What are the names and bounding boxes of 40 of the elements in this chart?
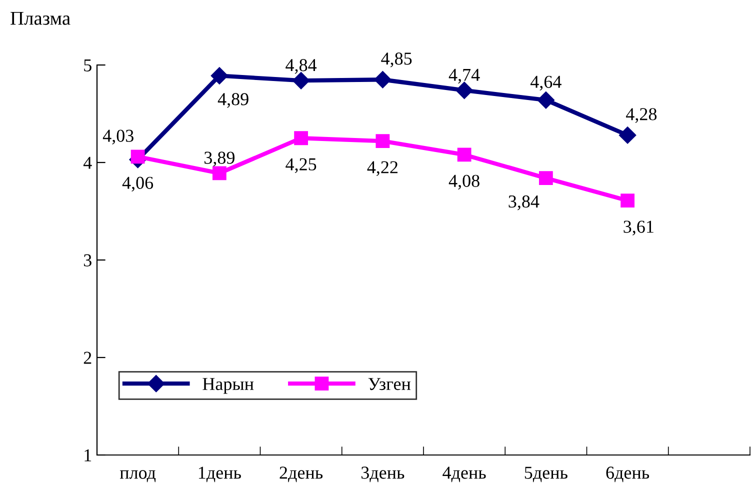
data-label: 3,61 bbox=[624, 220, 654, 236]
data-label: 4,03 bbox=[102, 130, 134, 144]
data-label: 4,84 bbox=[286, 59, 317, 74]
point bbox=[212, 166, 226, 180]
point bbox=[457, 148, 472, 162]
point bbox=[210, 67, 228, 84]
data-label: 4,64 bbox=[530, 76, 562, 91]
point bbox=[538, 171, 553, 186]
data-label: 4,89 bbox=[218, 93, 248, 108]
y-tick-label: 3 bbox=[84, 254, 92, 266]
data-label: 4,06 bbox=[122, 176, 154, 192]
data-label: 4,28 bbox=[626, 108, 657, 123]
point bbox=[620, 194, 635, 208]
x-tick-label: 1день bbox=[198, 466, 241, 482]
point bbox=[294, 131, 308, 146]
x-tick-label: 3день bbox=[361, 466, 404, 482]
data-label: 3,89 bbox=[204, 152, 234, 166]
data-label: 4,85 bbox=[381, 52, 412, 68]
data-label: 4,08 bbox=[448, 174, 480, 190]
y-axis-title: Плазма bbox=[10, 12, 70, 25]
y-tick-label: 2 bbox=[84, 352, 92, 364]
legend-label: Узген bbox=[368, 378, 411, 390]
point bbox=[537, 92, 554, 109]
data-label: 3,84 bbox=[508, 195, 540, 210]
x-tick-label: 2день bbox=[280, 466, 323, 482]
legend-label: Нарын bbox=[202, 378, 254, 394]
point bbox=[619, 126, 636, 144]
x-tick-label: 4день bbox=[442, 466, 486, 482]
y-tick-label: 1 bbox=[84, 449, 92, 462]
point bbox=[376, 134, 390, 148]
x-tick-label: 6день bbox=[606, 466, 650, 482]
data-label: 4,74 bbox=[448, 68, 480, 84]
y-tick-label: 4 bbox=[83, 156, 92, 169]
point bbox=[374, 71, 392, 88]
data-label: 4,25 bbox=[286, 158, 316, 174]
y-tick-label: 5 bbox=[84, 59, 92, 72]
x-tick-label: плод bbox=[120, 470, 156, 482]
point bbox=[130, 150, 145, 164]
data-label: 4,22 bbox=[367, 161, 398, 176]
x-tick-label: 5день bbox=[524, 466, 568, 482]
